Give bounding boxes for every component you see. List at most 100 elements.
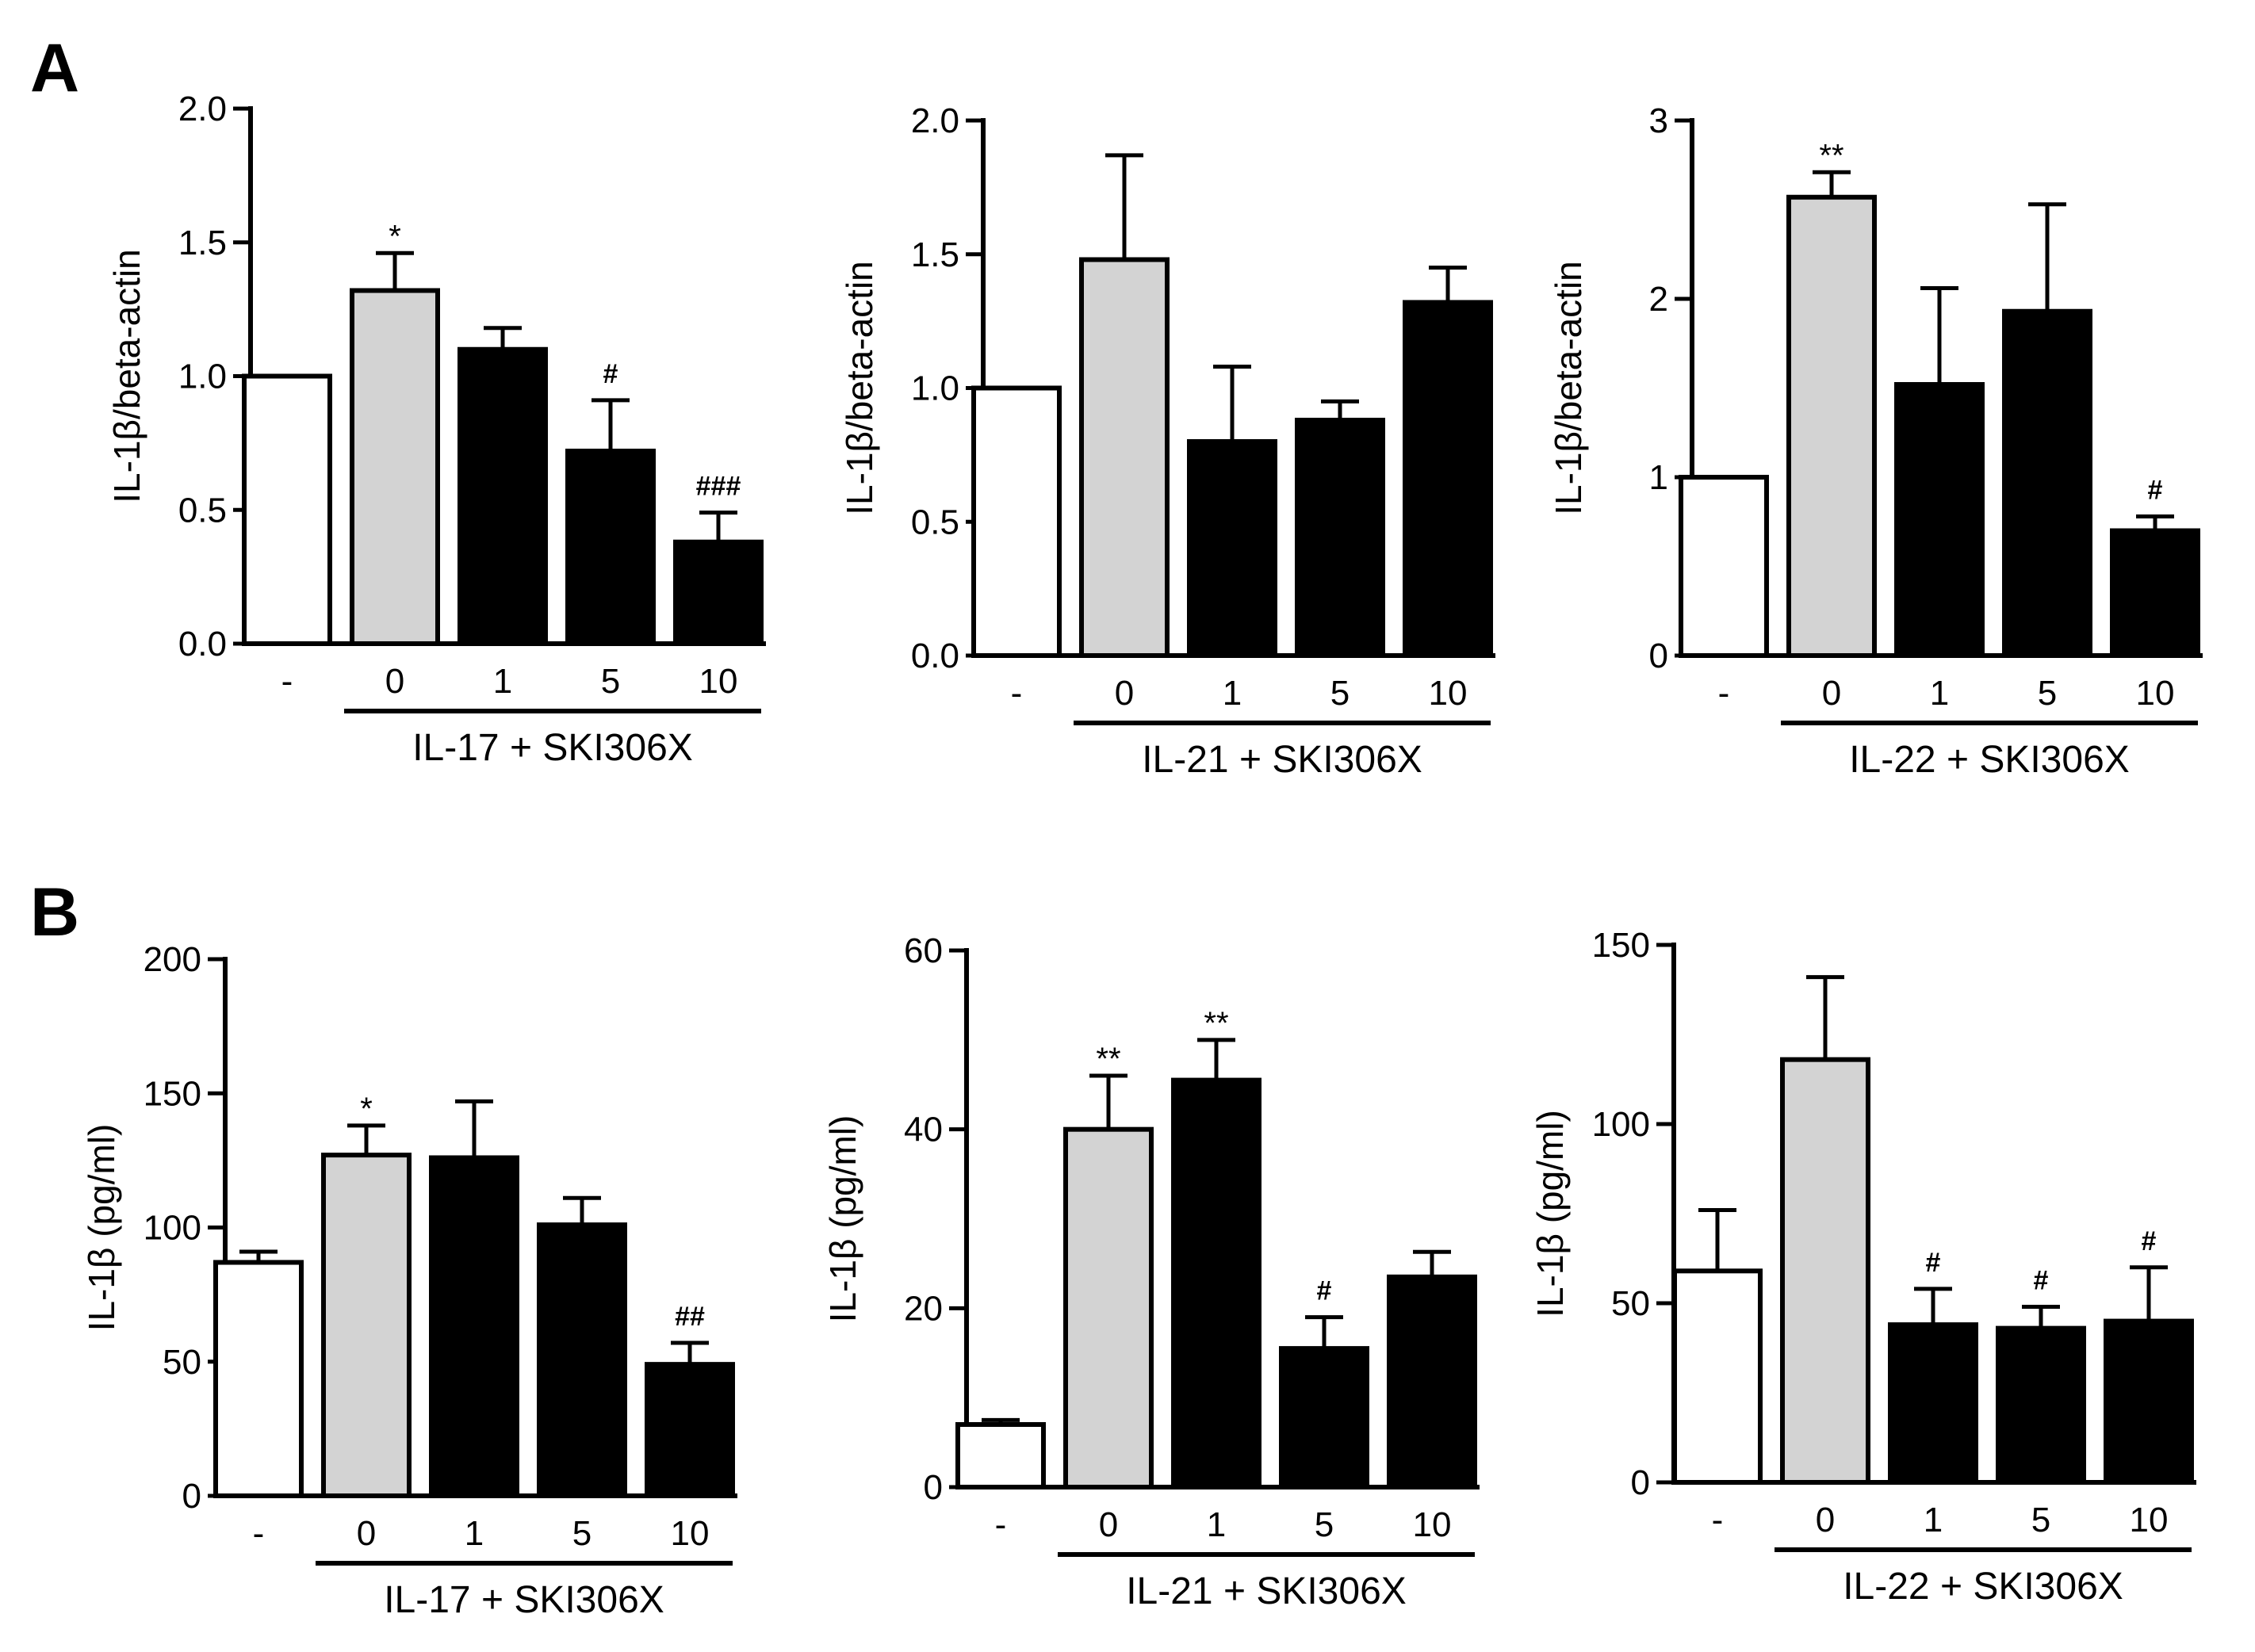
x-category-label: - bbox=[1712, 1501, 1724, 1539]
x-category-label: 5 bbox=[1330, 674, 1350, 713]
y-tick-label: 2.0 bbox=[911, 101, 959, 140]
group-label: IL-21 + SKI306X bbox=[1126, 1570, 1407, 1612]
bar-10 bbox=[1403, 300, 1493, 658]
bar-control bbox=[242, 373, 332, 646]
x-category-label: 0 bbox=[1115, 674, 1134, 713]
significance-label: * bbox=[360, 1092, 373, 1126]
bar-10 bbox=[2104, 1318, 2194, 1485]
chart-a-1: 0.0 0.5 1.0 1.5 2.0 IL-1β/beta-actin - 0 1 5 10IL-… bbox=[839, 101, 1495, 781]
significance-label: ** bbox=[1204, 1006, 1228, 1041]
y-tick-label: 0 bbox=[1649, 637, 1668, 675]
y-axis-title: IL-1β/beta-actin bbox=[106, 249, 147, 503]
bar-0 bbox=[1780, 1057, 1870, 1485]
group-label: IL-21 + SKI306X bbox=[1142, 739, 1422, 781]
x-category-label: - bbox=[1718, 674, 1730, 713]
bar-1 bbox=[1894, 382, 1985, 658]
panel-letter-a: A bbox=[30, 30, 79, 106]
y-tick-label: 150 bbox=[1592, 926, 1650, 965]
significance-label: # bbox=[2142, 1226, 2157, 1256]
bar-5 bbox=[565, 449, 656, 646]
x-category-label: 1 bbox=[493, 662, 512, 701]
y-tick-label: 40 bbox=[904, 1111, 943, 1149]
bar-0 bbox=[1786, 194, 1877, 658]
x-category-label: 0 bbox=[385, 662, 404, 701]
bar-10 bbox=[2110, 528, 2200, 658]
x-category-label: 1 bbox=[1930, 674, 1949, 713]
y-tick-label: 1.5 bbox=[178, 224, 227, 262]
x-category-label: 10 bbox=[2136, 674, 2175, 713]
significance-label: # bbox=[2148, 476, 2163, 506]
x-category-label: 10 bbox=[1429, 674, 1468, 713]
group-label: IL-22 + SKI306X bbox=[1849, 739, 2130, 781]
y-tick-label: 0 bbox=[924, 1468, 943, 1507]
y-tick-label: 150 bbox=[144, 1074, 201, 1113]
bar-control bbox=[971, 385, 1062, 658]
x-category-label: - bbox=[995, 1505, 1007, 1544]
y-tick-label: 0 bbox=[1631, 1463, 1650, 1502]
x-category-label: 0 bbox=[1822, 674, 1841, 713]
chart-b-3: 0 50 100 150 200 IL-1β (pg/ml) - * 0 1 5 ## 10IL-17 … bbox=[81, 940, 737, 1621]
chart-a-0: 0.0 0.5 1.0 1.5 2.0 IL-1β/beta-actin - * 0 1 #5 ###… bbox=[106, 90, 766, 769]
group-label: IL-22 + SKI306X bbox=[1843, 1566, 2123, 1608]
x-category-label: 10 bbox=[671, 1514, 710, 1553]
charts-container: 0.00.51.01.52.0IL-1β/beta-actin-*0 1#5###… bbox=[81, 90, 2203, 1621]
x-category-label: 5 bbox=[1315, 1505, 1334, 1544]
bar-5 bbox=[1295, 418, 1385, 658]
y-axis-title: IL-1β/beta-actin bbox=[1548, 261, 1589, 515]
bar-0 bbox=[1063, 1126, 1154, 1489]
y-tick-label: 0.0 bbox=[178, 625, 227, 663]
bar-control bbox=[213, 1260, 304, 1498]
bar-10 bbox=[1387, 1274, 1477, 1489]
bar-control bbox=[1672, 1268, 1763, 1485]
x-category-label: 10 bbox=[699, 662, 738, 701]
bar-1 bbox=[429, 1155, 519, 1498]
bar-0 bbox=[321, 1153, 412, 1498]
y-tick-label: 2.0 bbox=[178, 90, 227, 128]
y-tick-label: 2 bbox=[1649, 280, 1668, 319]
y-tick-label: 50 bbox=[163, 1343, 201, 1382]
bar-0 bbox=[350, 288, 440, 646]
y-tick-label: 0 bbox=[182, 1477, 201, 1516]
y-tick-label: 60 bbox=[904, 931, 943, 970]
x-category-label: 0 bbox=[1099, 1505, 1118, 1544]
significance-label: * bbox=[389, 219, 401, 254]
y-axis-title: IL-1β/beta-actin bbox=[839, 261, 880, 515]
x-category-label: 10 bbox=[2130, 1501, 2169, 1539]
y-tick-label: 1.5 bbox=[911, 235, 959, 274]
group-label: IL-17 + SKI306X bbox=[384, 1579, 664, 1621]
x-category-label: 5 bbox=[2031, 1501, 2050, 1539]
x-category-label: 1 bbox=[465, 1514, 484, 1553]
bar-5 bbox=[1279, 1346, 1369, 1489]
bar-1 bbox=[1888, 1322, 1978, 1485]
x-category-label: 5 bbox=[601, 662, 620, 701]
x-category-label: 1 bbox=[1223, 674, 1242, 713]
group-label: IL-17 + SKI306X bbox=[412, 727, 693, 769]
x-category-label: 5 bbox=[2038, 674, 2057, 713]
significance-label: # bbox=[1317, 1276, 1332, 1306]
bar-5 bbox=[1996, 1325, 2086, 1486]
bar-0 bbox=[1079, 257, 1170, 658]
bar-5 bbox=[2002, 308, 2092, 658]
x-category-label: - bbox=[253, 1514, 265, 1553]
bar-10 bbox=[645, 1362, 735, 1499]
y-tick-label: 1.0 bbox=[178, 358, 227, 396]
bar-control bbox=[1679, 475, 1769, 658]
y-axis-title: IL-1β (pg/ml) bbox=[81, 1124, 122, 1332]
bar-control bbox=[955, 1422, 1046, 1490]
significance-label: ## bbox=[675, 1302, 705, 1332]
x-category-label: 1 bbox=[1207, 1505, 1226, 1544]
bar-10 bbox=[673, 539, 764, 646]
significance-label: # bbox=[1926, 1248, 1941, 1278]
panel-letter-b: B bbox=[30, 874, 79, 950]
y-tick-label: 100 bbox=[1592, 1105, 1650, 1144]
y-tick-label: 0.5 bbox=[911, 503, 959, 541]
y-tick-label: 1.0 bbox=[911, 369, 959, 408]
y-tick-label: 200 bbox=[144, 940, 201, 979]
y-axis-title: IL-1β (pg/ml) bbox=[822, 1115, 863, 1323]
y-tick-label: 50 bbox=[1611, 1284, 1650, 1323]
y-axis-title: IL-1β (pg/ml) bbox=[1529, 1110, 1571, 1317]
x-category-label: - bbox=[281, 662, 293, 701]
